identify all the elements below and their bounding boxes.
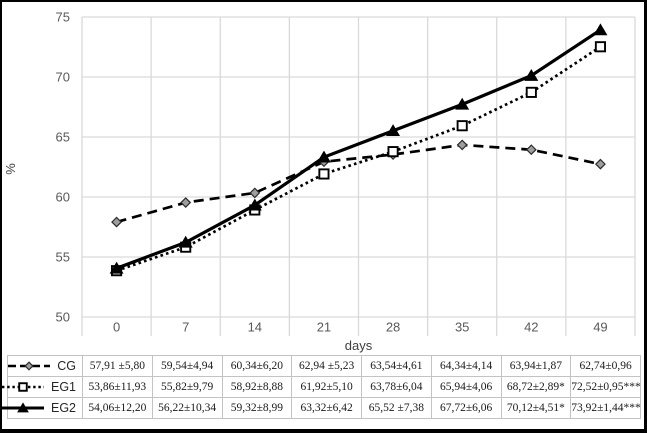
x-tick-label: 0 — [113, 320, 120, 335]
marker-triangle — [178, 235, 193, 248]
value-cell: 59,32±8,99 — [221, 397, 293, 419]
legend-line-sample — [8, 361, 51, 371]
value-cell: 62,74±0,96 — [570, 355, 641, 377]
x-tick-label: 49 — [593, 320, 607, 335]
value-cell: 65,52 ±7,38 — [361, 397, 432, 419]
series-line-eg2 — [116, 28, 602, 270]
marker-square — [318, 168, 330, 180]
value-cell: 68,72±2,89* — [500, 376, 572, 398]
marker-diamond — [180, 197, 192, 208]
value-cell: 62,94 ±5,23 — [291, 355, 362, 377]
marker-diamond — [24, 361, 34, 371]
value-cell: 65,94±4,06 — [430, 376, 502, 398]
marker-diamond — [249, 187, 261, 199]
x-tick-label: 28 — [386, 320, 400, 335]
table-row-eg1: EG1 53,86±11,93 55,82±9,79 58,92±8,88 61,92±… — [2, 376, 641, 398]
value-cell: 63,32±6,42 — [291, 397, 362, 419]
value-cell: 60,34±6,20 — [221, 355, 293, 377]
marker-triangle — [593, 23, 608, 36]
x-tick-label: 42 — [524, 320, 538, 335]
y-tick-label: 60 — [56, 190, 70, 205]
marker-square — [525, 86, 537, 98]
value-cell: 64,34±4,14 — [430, 355, 502, 377]
y-tick-label: 55 — [56, 250, 70, 265]
marker-square — [594, 41, 606, 53]
marker-square — [456, 120, 468, 132]
value-cell: 72,52±0,95*** — [570, 376, 641, 398]
value-cell: 58,92±8,88 — [221, 376, 293, 398]
marker-diamond — [594, 158, 606, 170]
x-tick-label: 21 — [317, 320, 331, 335]
value-cell: 63,94±1,87 — [500, 355, 572, 377]
y-axis-title: % — [3, 163, 18, 175]
marker-triangle — [524, 68, 539, 81]
value-cell: 63,78±6,04 — [361, 376, 432, 398]
y-tick-label: 75 — [56, 10, 70, 25]
y-tick-label: 70 — [56, 70, 70, 85]
x-tick-label: 35 — [455, 320, 469, 335]
x-tick-label: 7 — [182, 320, 189, 335]
legend-label: EG1 — [50, 380, 76, 394]
value-cell: 57,91 ±5,80 — [82, 355, 153, 377]
value-cell: 59,54±4,94 — [151, 355, 223, 377]
legend-key-cg: CG — [7, 355, 83, 377]
legend-key-eg2: EG2 — [2, 397, 83, 419]
legend-sample-wrap: EG1 — [2, 380, 82, 394]
marker-triangle — [247, 198, 262, 211]
plot-area: 50 55 60 65 70 75 0 7 14 21 28 35 42 49 days% — [3, 10, 636, 353]
series-line-cg — [116, 143, 601, 224]
legend-sample-wrap: CG — [8, 359, 82, 373]
marker-square — [18, 382, 28, 392]
value-cell: 53,86±11,93 — [82, 376, 153, 398]
y-tick-label: 65 — [56, 130, 70, 145]
x-axis-title: days — [345, 338, 373, 353]
value-cell: 63,54±4,61 — [361, 355, 432, 377]
marker-diamond — [111, 216, 123, 228]
legend-label: CG — [57, 359, 76, 373]
legend-label: EG2 — [50, 401, 76, 415]
table-row-eg2: EG2 54,06±12,20 56,22±10,34 59,32±8,99 63,32… — [2, 397, 641, 419]
marker-triangle — [316, 150, 331, 163]
legend-line-sample — [2, 402, 44, 413]
marker-triangle — [17, 402, 29, 413]
value-cell: 55,82±9,79 — [151, 376, 223, 398]
legend-line-sample — [2, 382, 44, 392]
value-cell: 67,72±6,06 — [430, 397, 502, 419]
marker-square — [387, 146, 399, 158]
legend-sample-wrap: EG2 — [2, 401, 82, 415]
chart-data-table: CG 57,91 ±5,80 59,54±4,94 60,34±6,20 62,94 ±… — [2, 355, 641, 419]
y-tick-label: 50 — [56, 310, 70, 325]
marker-diamond — [525, 144, 537, 156]
value-cell: 73,92±1,44*** — [570, 397, 641, 419]
marker-diamond — [456, 139, 468, 151]
legend-key-eg1: EG1 — [2, 376, 83, 398]
value-cell: 70,12±4,51* — [500, 397, 572, 419]
value-cell: 61,92±5,10 — [291, 376, 362, 398]
marker-triangle — [109, 261, 124, 274]
x-tick-label: 14 — [248, 320, 262, 335]
marker-triangle — [386, 124, 401, 137]
value-cell: 54,06±12,20 — [82, 397, 153, 419]
value-cell: 56,22±10,34 — [151, 397, 223, 419]
table-row-cg: CG 57,91 ±5,80 59,54±4,94 60,34±6,20 62,94 ±… — [7, 355, 641, 377]
marker-triangle — [455, 97, 470, 110]
